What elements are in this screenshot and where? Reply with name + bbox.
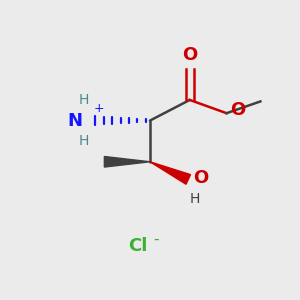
Polygon shape <box>104 157 150 167</box>
Text: H: H <box>79 134 89 148</box>
Text: H: H <box>79 93 89 107</box>
Polygon shape <box>150 162 190 184</box>
Text: O: O <box>194 169 209 187</box>
Text: Cl: Cl <box>128 237 147 255</box>
Text: H: H <box>190 192 200 206</box>
Text: O: O <box>230 101 245 119</box>
Text: +: + <box>94 102 104 115</box>
Text: N: N <box>68 112 83 130</box>
Text: -: - <box>153 232 158 247</box>
Text: O: O <box>182 46 197 64</box>
